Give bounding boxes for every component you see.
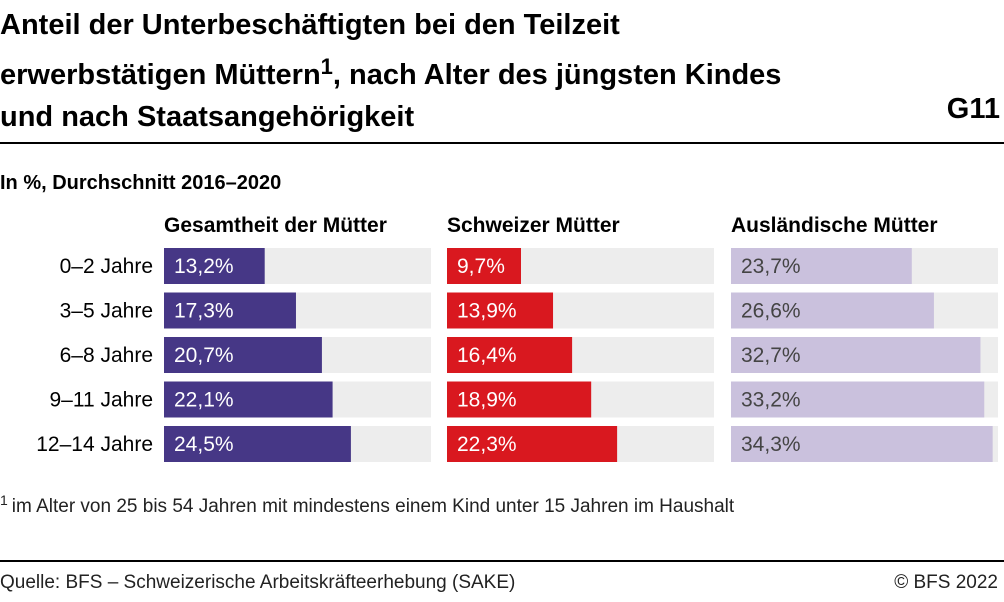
data-label: 32,7% [741, 344, 801, 367]
data-label: 13,9% [457, 300, 517, 323]
data-label: 16,4% [457, 344, 517, 367]
chart-subtitle: In %, Durchschnitt 2016–2020 [0, 172, 282, 194]
bar [731, 426, 993, 462]
footnote-text: im Alter von 25 bis 54 Jahren mit mindes… [11, 496, 735, 517]
data-label: 20,7% [174, 344, 234, 367]
bar [731, 337, 981, 373]
bar [164, 426, 351, 462]
chart-title: Anteil der Unterbeschäftigten bei den Te… [0, 4, 820, 138]
category-label: 0–2 Jahre [60, 255, 153, 278]
footnote: 1 im Alter von 25 bis 54 Jahren mit minde… [0, 492, 734, 518]
category-label: 6–8 Jahre [60, 344, 153, 367]
chart-id: G11 [946, 93, 1000, 125]
category-label: 9–11 Jahre [49, 389, 153, 412]
footnote-marker: 1 [0, 492, 8, 508]
bar [731, 381, 985, 418]
data-label: 13,2% [174, 255, 234, 278]
panel-title: Schweizer Mütter [447, 214, 620, 237]
bar-chart: 0–2 Jahre 3–5 Jahre 6–8 Jahre 9–11 Jahre 12–… [36, 214, 998, 462]
bar [447, 292, 554, 329]
data-label: 17,3% [174, 300, 234, 323]
title-footnote-marker: 1 [320, 54, 333, 79]
bar [447, 248, 521, 284]
bar [447, 381, 592, 418]
data-label: 23,7% [741, 255, 801, 278]
source-text: Quelle: BFS – Schweizerische Arbeitskräf… [0, 572, 516, 593]
data-label: 22,1% [174, 389, 234, 412]
category-label: 12–14 Jahre [36, 433, 153, 456]
footer-divider [0, 560, 1004, 562]
bar [164, 292, 296, 329]
data-label: 33,2% [741, 389, 801, 412]
bar [447, 426, 618, 462]
panel-title: Gesamtheit der Mütter [164, 214, 387, 237]
data-label: 9,7% [457, 255, 505, 278]
header-divider [0, 142, 1004, 144]
data-label: 18,9% [457, 389, 517, 412]
data-label: 24,5% [174, 433, 234, 456]
bar [447, 337, 573, 373]
chart-title-text: Anteil der Unterbeschäftigten bei den Te… [0, 9, 620, 91]
category-label: 3–5 Jahre [60, 300, 153, 323]
copyright-text: © BFS 2022 [894, 572, 998, 593]
bar [164, 381, 333, 418]
data-label: 22,3% [457, 433, 517, 456]
chart-title-rest: , nach Alter des jüngsten Kindes und nac… [0, 59, 782, 133]
data-label: 26,6% [741, 300, 801, 323]
bar [164, 248, 265, 284]
bar [731, 248, 912, 284]
bar [164, 337, 322, 373]
bar [731, 292, 934, 329]
panel-title: Ausländische Mütter [731, 214, 938, 237]
data-label: 34,3% [741, 433, 801, 456]
